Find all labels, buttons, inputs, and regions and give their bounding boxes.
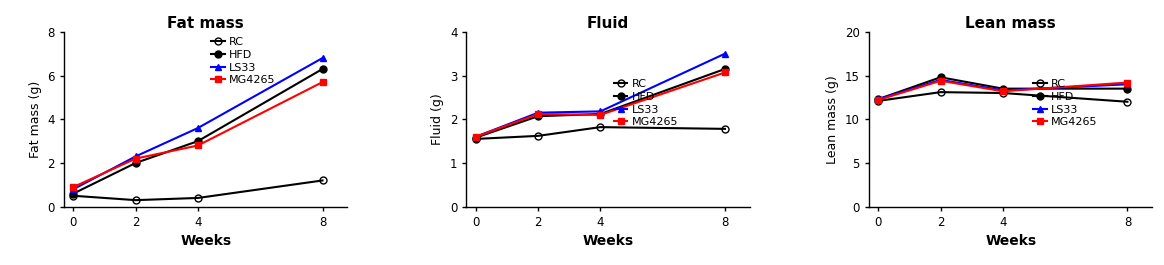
HFD [191, 139, 205, 143]
Line: MG4265: MG4265 [473, 69, 729, 140]
HFD [531, 114, 545, 118]
RC [129, 198, 143, 202]
LS33 [996, 89, 1010, 92]
LS33 [594, 110, 608, 113]
Line: RC: RC [875, 89, 1131, 105]
Line: HFD: HFD [875, 74, 1131, 103]
HFD [594, 112, 608, 116]
MG4265 [315, 81, 329, 84]
Line: HFD: HFD [70, 65, 326, 197]
LS33 [1121, 83, 1135, 86]
Title: Fluid: Fluid [587, 16, 630, 31]
Y-axis label: Lean mass (g): Lean mass (g) [826, 75, 839, 164]
LS33 [872, 98, 886, 101]
Title: Lean mass: Lean mass [965, 16, 1056, 31]
Line: RC: RC [473, 124, 729, 142]
Line: HFD: HFD [473, 65, 729, 141]
MG4265 [718, 71, 732, 74]
HFD [1121, 87, 1135, 90]
MG4265 [872, 98, 886, 101]
RC [66, 194, 80, 197]
LS33 [191, 126, 205, 130]
MG4265 [66, 186, 80, 189]
Line: LS33: LS33 [70, 55, 326, 193]
Line: RC: RC [70, 177, 326, 204]
MG4265 [996, 90, 1010, 93]
X-axis label: Weeks: Weeks [985, 234, 1036, 248]
Line: LS33: LS33 [875, 76, 1131, 103]
Y-axis label: Fat mass (g): Fat mass (g) [29, 81, 42, 158]
RC [718, 127, 732, 130]
HFD [872, 98, 886, 101]
LS33 [718, 52, 732, 55]
HFD [66, 192, 80, 195]
X-axis label: Weeks: Weeks [583, 234, 633, 248]
MG4265 [531, 112, 545, 116]
LS33 [531, 111, 545, 114]
X-axis label: Weeks: Weeks [180, 234, 232, 248]
RC [191, 196, 205, 200]
HFD [718, 67, 732, 70]
RC [934, 91, 947, 94]
RC [315, 179, 329, 182]
LS33 [469, 135, 483, 138]
Y-axis label: Fluid (g): Fluid (g) [432, 93, 445, 145]
MG4265 [934, 79, 947, 82]
HFD [996, 87, 1010, 90]
MG4265 [191, 144, 205, 147]
HFD [934, 76, 947, 79]
MG4265 [594, 113, 608, 117]
Line: MG4265: MG4265 [875, 77, 1131, 104]
LS33 [66, 188, 80, 191]
MG4265 [129, 157, 143, 160]
LS33 [934, 78, 947, 82]
Legend: RC, HFD, LS33, MG4265: RC, HFD, LS33, MG4265 [613, 79, 679, 127]
RC [594, 126, 608, 129]
MG4265 [1121, 81, 1135, 84]
RC [1121, 100, 1135, 103]
LS33 [315, 56, 329, 60]
Line: LS33: LS33 [473, 50, 729, 140]
RC [872, 99, 886, 103]
Legend: RC, HFD, LS33, MG4265: RC, HFD, LS33, MG4265 [212, 37, 276, 85]
RC [996, 91, 1010, 95]
Title: Fat mass: Fat mass [168, 16, 244, 31]
LS33 [129, 155, 143, 158]
HFD [129, 161, 143, 165]
MG4265 [469, 135, 483, 138]
Legend: RC, HFD, LS33, MG4265: RC, HFD, LS33, MG4265 [1034, 79, 1098, 127]
RC [469, 137, 483, 140]
Line: MG4265: MG4265 [70, 79, 326, 191]
HFD [315, 67, 329, 70]
HFD [469, 136, 483, 139]
RC [531, 134, 545, 138]
